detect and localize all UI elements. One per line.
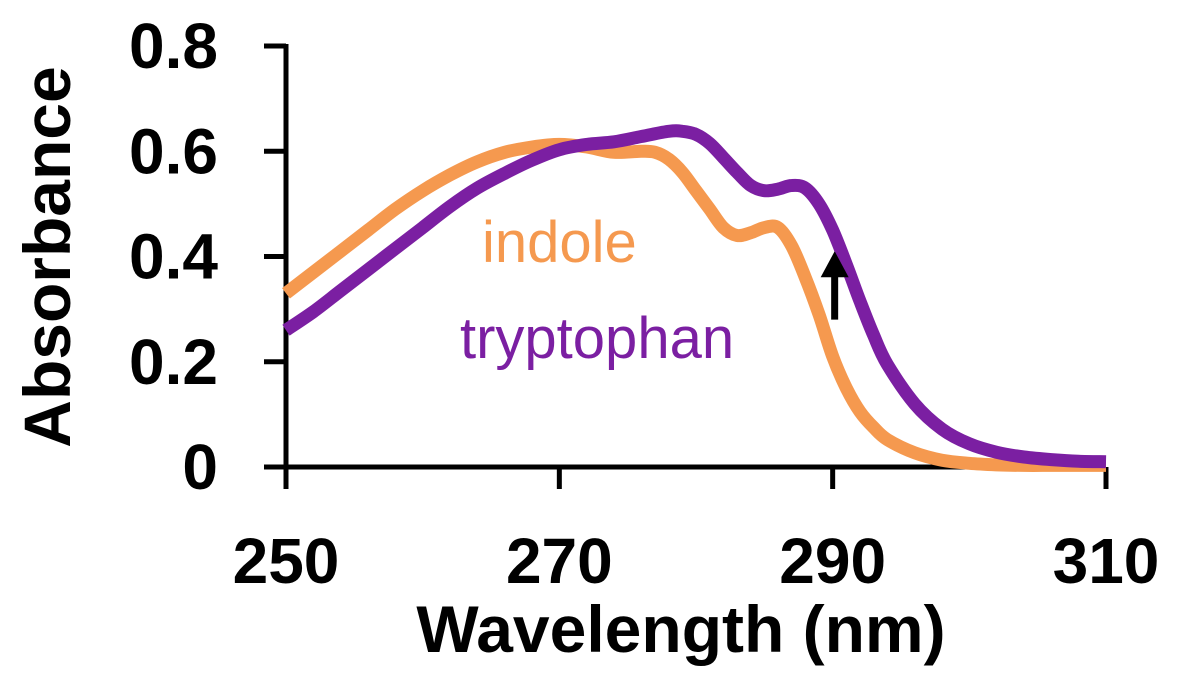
y-tick-label: 0.4 (129, 221, 218, 293)
x-axis-title: Wavelength (nm) (416, 592, 945, 666)
y-tick-label: 0.6 (129, 115, 218, 187)
series-layer (282, 124, 1107, 472)
x-tick-label: 290 (779, 525, 886, 597)
annotation-layer (820, 251, 849, 320)
series-line-tryptophan (282, 124, 1107, 469)
arrow-up-icon (820, 251, 849, 278)
x-tick-label: 250 (233, 525, 340, 597)
series-label-indole: indole (482, 210, 637, 275)
series-label-tryptophan: tryptophan (460, 306, 734, 371)
x-tick-label: 270 (506, 525, 613, 597)
y-axis-title: Absorbance (10, 66, 84, 447)
y-tick-label: 0.2 (129, 326, 218, 398)
y-tick-label: 0 (182, 431, 218, 503)
series-line-indole (282, 137, 1106, 472)
y-tick-label: 0.8 (129, 10, 218, 82)
x-tick-label: 310 (1053, 525, 1160, 597)
axes: 0 0.2 0.4 0.6 0.8 250 270 290 310 (129, 10, 1159, 597)
